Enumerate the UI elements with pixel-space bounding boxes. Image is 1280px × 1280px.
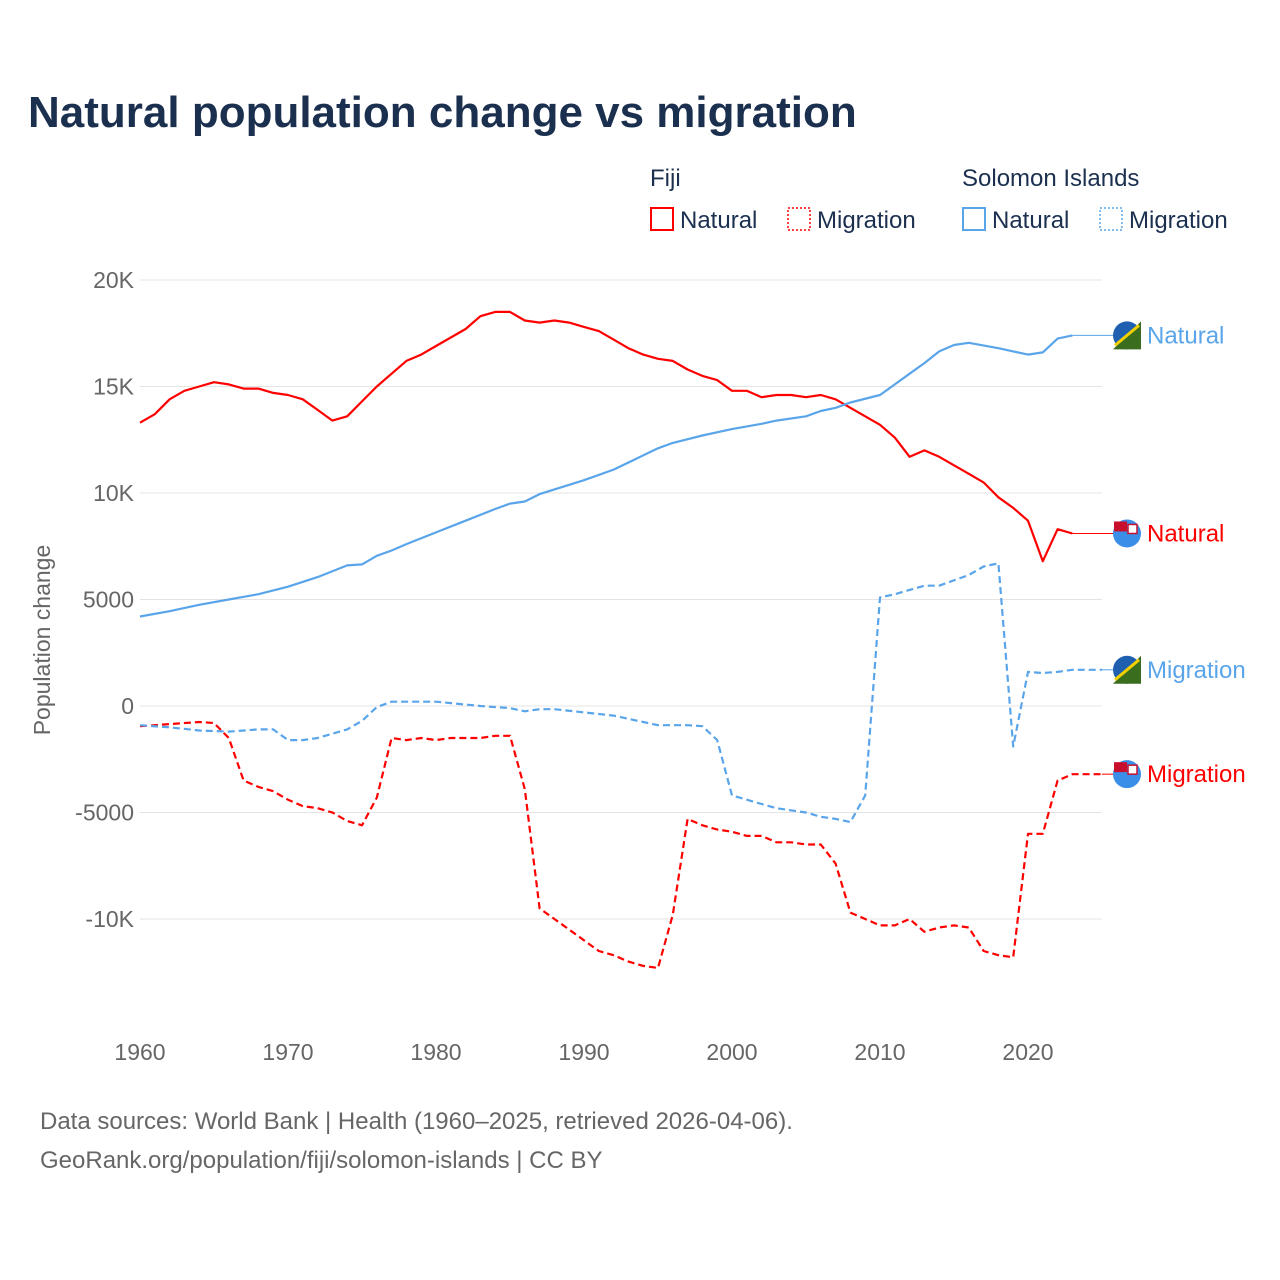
legend-item-label: Natural xyxy=(680,207,757,234)
flag-shield xyxy=(1127,523,1138,535)
legend-item-label: Migration xyxy=(1129,207,1228,234)
y-tick-label: 10K xyxy=(93,480,135,506)
series-end-label: Migration xyxy=(1147,657,1246,684)
source-note: Data sources: World Bank | Health (1960–… xyxy=(40,1108,793,1135)
x-tick-label: 2020 xyxy=(1002,1039,1053,1065)
y-axis-label: Population change xyxy=(29,545,55,736)
x-tick-label: 1960 xyxy=(114,1039,165,1065)
flag-canton xyxy=(1114,762,1127,773)
y-tick-label: 5000 xyxy=(83,587,134,613)
series-line xyxy=(139,334,1073,618)
x-tick-label: 1980 xyxy=(410,1039,461,1065)
y-tick-label: 15K xyxy=(93,374,135,400)
series-end-label: Natural xyxy=(1147,322,1224,349)
series-end-label: Natural xyxy=(1147,520,1224,547)
x-tick-label: 2000 xyxy=(706,1039,757,1065)
legend-swatch-solid xyxy=(650,207,674,231)
legend-group-title: Fiji xyxy=(650,165,681,192)
legend-swatch-dotted xyxy=(787,207,811,231)
flag-stripe xyxy=(1114,324,1140,347)
legend-swatch-dotted xyxy=(1099,207,1123,231)
series-line xyxy=(139,562,1102,824)
y-tick-label: -10K xyxy=(85,906,134,932)
y-tick-label: 0 xyxy=(121,693,134,719)
source-url: GeoRank.org/population/fiji/solomon-isla… xyxy=(40,1147,603,1174)
series-end-label: Migration xyxy=(1147,761,1246,788)
flag-shield xyxy=(1127,764,1138,775)
flag-canton xyxy=(1114,521,1127,532)
x-tick-label: 1990 xyxy=(558,1039,609,1065)
y-tick-label: -5000 xyxy=(75,800,134,826)
x-tick-label: 1970 xyxy=(262,1039,313,1065)
legend-group-title: Solomon Islands xyxy=(962,165,1139,192)
series-line xyxy=(139,310,1073,563)
x-tick-label: 2010 xyxy=(854,1039,905,1065)
y-tick-label: 20K xyxy=(93,267,135,293)
legend-swatch-solid xyxy=(962,207,986,231)
flag-stripe xyxy=(1114,658,1140,681)
series-line xyxy=(139,720,1102,970)
legend-item-label: Natural xyxy=(992,207,1069,234)
legend-item-label: Migration xyxy=(817,207,916,234)
chart-title: Natural population change vs migration xyxy=(28,88,857,137)
